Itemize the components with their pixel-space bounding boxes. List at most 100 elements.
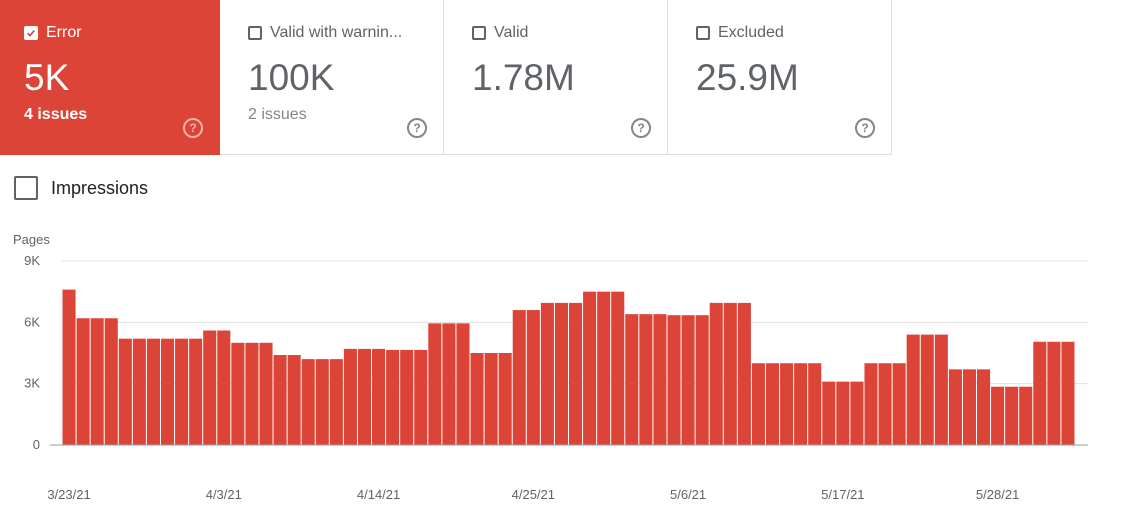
excluded-card-value: 25.9M	[696, 57, 799, 98]
bar	[217, 330, 231, 445]
check-icon	[27, 29, 35, 37]
bar	[343, 348, 357, 445]
x-tick-label: 5/17/21	[821, 487, 864, 502]
x-tick-label: 3/23/21	[47, 487, 90, 502]
x-tick-label: 5/28/21	[976, 487, 1019, 502]
bar	[920, 334, 934, 445]
bar	[709, 302, 723, 445]
error-card-header: Error	[24, 24, 82, 42]
bar	[751, 363, 765, 445]
bar	[794, 363, 808, 445]
bar	[991, 386, 1005, 445]
help-icon[interactable]: ?	[407, 118, 427, 138]
bar	[372, 348, 386, 445]
bar	[836, 381, 850, 445]
x-tick-label: 4/3/21	[206, 487, 242, 502]
excluded-card[interactable]: Excluded 25.9M ?	[668, 0, 892, 155]
bar	[737, 302, 751, 445]
valid-card-label: Valid	[494, 24, 529, 41]
bar	[681, 315, 695, 445]
x-tick-label: 5/6/21	[670, 487, 706, 502]
bar	[780, 363, 794, 445]
bar	[189, 338, 203, 445]
bar	[231, 342, 245, 445]
bar	[146, 338, 160, 445]
bar	[569, 302, 583, 445]
warnings-checkbox[interactable]	[248, 26, 262, 40]
help-icon[interactable]: ?	[855, 118, 875, 138]
error-card-value: 5K	[24, 57, 70, 98]
y-axis-ticks: 0 3K 6K 9K	[24, 253, 40, 452]
valid-checkbox[interactable]	[472, 26, 486, 40]
help-icon[interactable]: ?	[183, 118, 203, 138]
bar	[667, 315, 681, 445]
bar	[822, 381, 836, 445]
warnings-card-value: 100K	[248, 57, 335, 98]
bar	[428, 323, 442, 445]
valid-with-warnings-card[interactable]: Valid with warnin... 100K 2 issues ?	[220, 0, 444, 155]
bar	[653, 314, 667, 445]
bar	[315, 359, 329, 445]
bar	[597, 291, 611, 445]
valid-card-header: Valid	[472, 24, 528, 42]
bar	[273, 355, 287, 445]
bar	[287, 355, 301, 445]
bar	[470, 353, 484, 445]
bar	[498, 353, 512, 445]
bar	[357, 348, 372, 445]
bar	[526, 310, 540, 445]
impressions-label: Impressions	[51, 177, 149, 198]
impressions-checkbox[interactable]	[14, 176, 38, 200]
bar	[1005, 386, 1019, 445]
bar	[414, 349, 428, 445]
bar	[850, 381, 864, 445]
bar	[132, 338, 146, 445]
valid-card[interactable]: Valid 1.78M ?	[444, 0, 668, 155]
bar	[245, 342, 259, 445]
bar	[90, 318, 104, 445]
error-card[interactable]: Error 5K 4 issues ?	[0, 0, 220, 155]
bar	[808, 363, 822, 445]
impressions-toggle[interactable]: Impressions	[14, 176, 148, 200]
bar	[1019, 386, 1033, 445]
bar	[160, 338, 175, 445]
bar	[977, 369, 991, 445]
pages-bar-chart: Pages 0 3K 6K 9K 3/23/21 4/3/21 4/14/21 4/25/2…	[13, 232, 1088, 502]
bar	[1033, 341, 1047, 445]
excluded-card-label: Excluded	[718, 24, 784, 41]
bar	[540, 302, 554, 445]
bar	[934, 334, 948, 445]
bar	[948, 369, 962, 445]
warnings-card-label: Valid with warnin...	[270, 24, 403, 41]
bar	[484, 353, 498, 445]
bar	[864, 363, 878, 445]
y-tick-label: 0	[33, 437, 40, 452]
error-checkbox[interactable]	[24, 26, 38, 40]
x-tick-label: 4/25/21	[512, 487, 555, 502]
bar	[175, 338, 189, 445]
bar	[76, 318, 90, 445]
bar	[118, 338, 132, 445]
bar	[329, 359, 343, 445]
valid-card-value: 1.78M	[472, 57, 575, 98]
bar	[442, 323, 456, 445]
excluded-card-header: Excluded	[696, 24, 784, 42]
error-card-label: Error	[46, 24, 82, 41]
bar	[695, 315, 709, 445]
bar	[512, 310, 526, 445]
y-tick-label: 3K	[24, 376, 40, 391]
bar	[625, 314, 639, 445]
excluded-checkbox[interactable]	[696, 26, 710, 40]
bar	[878, 363, 892, 445]
warnings-card-header: Valid with warnin...	[248, 24, 402, 42]
y-tick-label: 9K	[24, 253, 40, 268]
help-icon[interactable]: ?	[631, 118, 651, 138]
y-tick-label: 6K	[24, 314, 40, 329]
bar	[765, 363, 780, 445]
bar	[723, 302, 737, 445]
y-axis-label: Pages	[13, 232, 50, 247]
chart-bars	[62, 289, 1075, 445]
bar	[1061, 341, 1075, 445]
bar	[259, 342, 273, 445]
bar	[400, 349, 414, 445]
